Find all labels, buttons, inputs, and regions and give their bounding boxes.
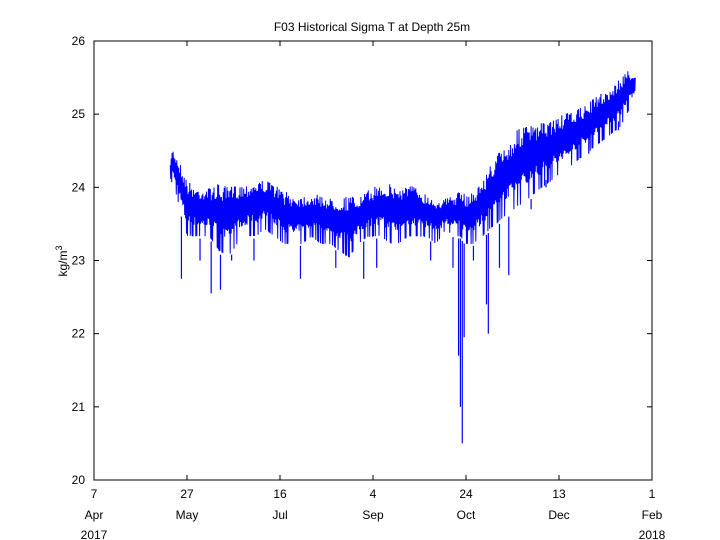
series-layer — [169, 71, 636, 444]
x-tick-day-label: 27 — [180, 487, 194, 501]
y-axis-label: kg/m3 — [54, 245, 70, 276]
y-tick-label: 20 — [72, 473, 86, 487]
y-tick-label: 21 — [72, 400, 86, 414]
y-axis: 20 21 22 23 24 25 26 — [72, 34, 652, 487]
x-tick-day-label: 16 — [273, 487, 287, 501]
y-tick-label: 23 — [72, 254, 86, 268]
x-tick-day-label: 24 — [459, 487, 473, 501]
x-year-end: 2018 — [639, 528, 666, 540]
x-year-start: 2017 — [81, 528, 108, 540]
chart-title: F03 Historical Sigma T at Depth 25m — [274, 20, 470, 34]
y-tick-label: 22 — [72, 327, 86, 341]
axes-box — [93, 40, 653, 481]
x-axis: 7 Apr 27 May 16 Jul 4 Sep 24 Oct 13 Dec 1 Feb — [85, 41, 663, 522]
y-tick-label: 24 — [72, 180, 86, 194]
y-tick-label: 26 — [72, 34, 86, 48]
x-tick-month-label: Feb — [642, 508, 663, 522]
x-tick-month-label: Dec — [548, 508, 569, 522]
x-tick-day-label: 1 — [649, 487, 656, 501]
x-tick-day-label: 4 — [370, 487, 377, 501]
x-tick-month-label: Oct — [457, 508, 476, 522]
x-tick-day-label: 7 — [91, 487, 98, 501]
plot-area: 20 21 22 23 24 25 26 7 Apr 27 May 16 Jul 4 Sep 24 Oct 13… — [72, 34, 663, 522]
x-tick-month-label: Jul — [272, 508, 287, 522]
x-tick-month-label: Apr — [85, 508, 104, 522]
y-tick-label: 25 — [72, 107, 86, 121]
x-tick-month-label: Sep — [362, 508, 384, 522]
series-line — [169, 71, 636, 258]
x-tick-day-label: 13 — [552, 487, 566, 501]
x-tick-month-label: May — [176, 508, 199, 522]
